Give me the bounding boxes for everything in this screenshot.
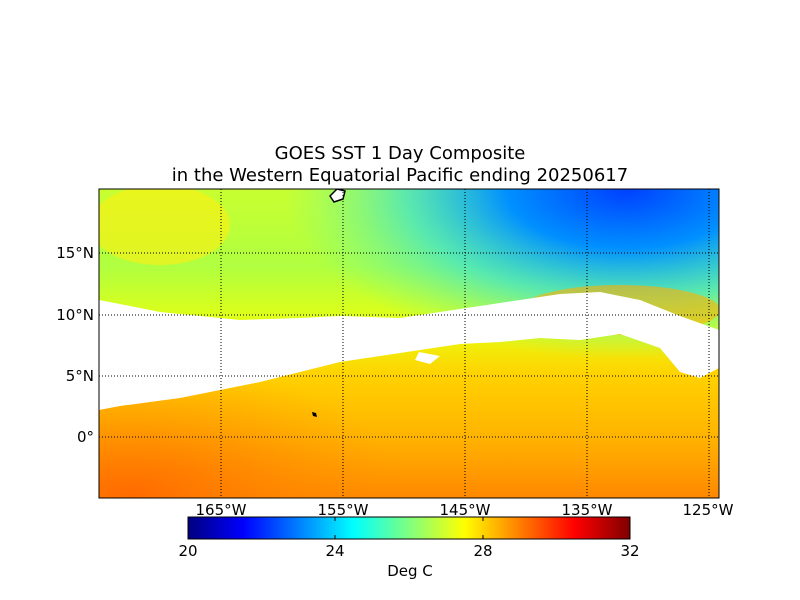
lon-label-155w: 155°W bbox=[317, 501, 369, 519]
colorbar-ticks bbox=[334, 517, 484, 539]
sst-field bbox=[99, 189, 719, 498]
colorbar-tick-32: 32 bbox=[620, 542, 640, 560]
graticule bbox=[99, 189, 719, 498]
colorbar-tick-28: 28 bbox=[473, 542, 493, 560]
lon-label-125w: 125°W bbox=[682, 501, 734, 519]
lat-label-15n: 15°N bbox=[56, 244, 94, 262]
missing-data-region bbox=[99, 292, 719, 410]
lon-label-145w: 145°W bbox=[439, 501, 491, 519]
colorbar-tick-24: 24 bbox=[325, 542, 345, 560]
land-island bbox=[329, 189, 346, 203]
lon-label-165w: 165°W bbox=[195, 501, 247, 519]
colorbar bbox=[187, 516, 631, 540]
lat-label-10n: 10°N bbox=[56, 306, 94, 324]
lat-label-0: 0° bbox=[76, 428, 94, 446]
map-frame bbox=[98, 188, 720, 499]
map-title-line1: GOES SST 1 Day Composite bbox=[274, 143, 526, 164]
map-title-line2: in the Western Equatorial Pacific ending… bbox=[171, 165, 629, 186]
lat-label-5n: 5°N bbox=[65, 367, 94, 385]
colorbar-tick-20: 20 bbox=[178, 542, 198, 560]
lon-label-135w: 135°W bbox=[561, 501, 613, 519]
colorbar-units: Deg C bbox=[387, 562, 433, 580]
